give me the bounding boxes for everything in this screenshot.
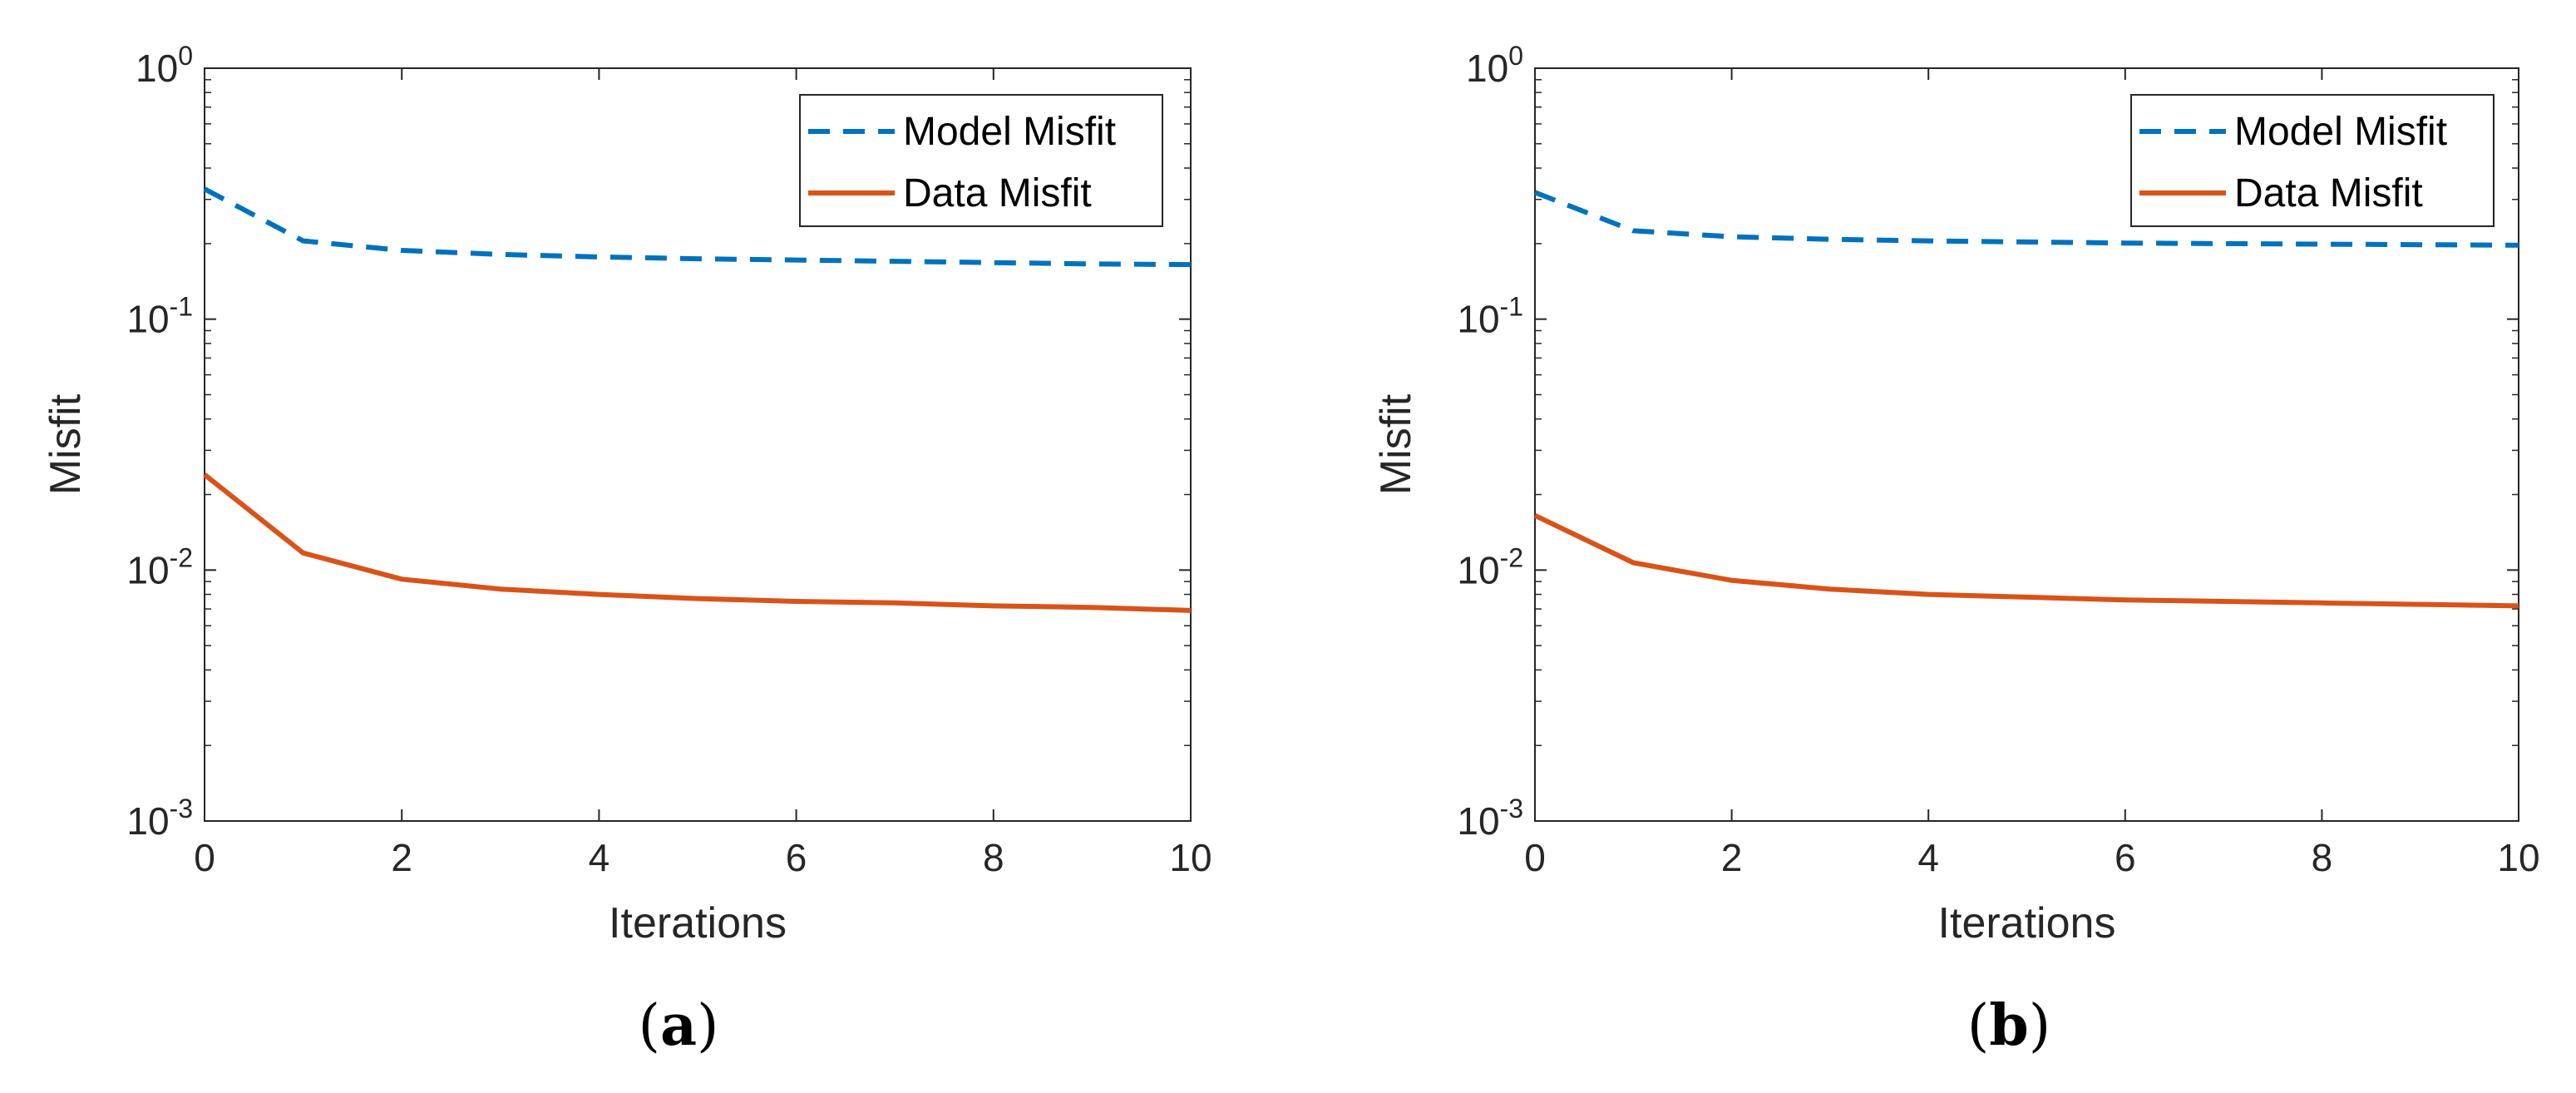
y-tick-base: 10 bbox=[136, 47, 178, 90]
y-tick-base: 10 bbox=[126, 298, 169, 341]
y-tick-exponent: -3 bbox=[1500, 794, 1523, 823]
y-tick-base: 10 bbox=[1466, 47, 1508, 90]
y-tick-exponent: 0 bbox=[1508, 41, 1523, 71]
y-tick-label: 10-2 bbox=[126, 542, 193, 591]
x-tick-label: 8 bbox=[983, 836, 1004, 879]
caption-close-paren: ) bbox=[2029, 993, 2051, 1059]
x-tick-label: 2 bbox=[391, 836, 412, 879]
series-line-data-misfit bbox=[203, 472, 1192, 613]
x-tick-label: 0 bbox=[1524, 836, 1546, 879]
legend: Model Misfit Data Misfit bbox=[2130, 94, 2495, 227]
x-axis-label: Iterations bbox=[1938, 899, 2116, 947]
y-tick-exponent: -1 bbox=[170, 292, 193, 322]
y-tick-base: 10 bbox=[126, 799, 169, 843]
x-tick-label: 0 bbox=[194, 836, 215, 879]
legend-label: Data Misfit bbox=[2234, 171, 2423, 215]
series-line-data-misfit bbox=[1533, 512, 2519, 609]
y-tick-exponent: -2 bbox=[170, 542, 193, 572]
y-tick-base: 10 bbox=[1457, 799, 1499, 843]
y-tick-label: 10-1 bbox=[126, 292, 193, 341]
x-tick-label: 2 bbox=[1721, 836, 1743, 879]
y-tick-base: 10 bbox=[1457, 548, 1499, 591]
x-tick-label: 10 bbox=[2497, 836, 2539, 879]
chart-panel-b: 0 2 4 6 8 1010010-110-210-3IterationsMisfitMo… bbox=[1372, 41, 2540, 1059]
y-tick-label: 10-3 bbox=[126, 794, 193, 843]
x-tick-label: 6 bbox=[786, 836, 807, 879]
y-tick-label: 100 bbox=[1466, 41, 1523, 90]
legend-box bbox=[799, 94, 1163, 227]
y-tick-label: 10-3 bbox=[1457, 794, 1523, 843]
y-tick-base: 10 bbox=[126, 548, 169, 591]
y-tick-exponent: -2 bbox=[1500, 542, 1523, 572]
legend-label: Model Misfit bbox=[2234, 110, 2447, 154]
caption-close-paren: ) bbox=[697, 993, 719, 1059]
x-tick-label: 6 bbox=[2115, 836, 2136, 879]
y-tick-label: 10-1 bbox=[1457, 292, 1523, 341]
y-axis-label: Misfit bbox=[42, 393, 90, 495]
x-tick-label: 10 bbox=[1169, 836, 1212, 879]
caption-letter: a bbox=[660, 992, 697, 1059]
y-axis-label: Misfit bbox=[1372, 393, 1420, 495]
y-tick-exponent: -3 bbox=[170, 794, 193, 823]
x-tick-label: 4 bbox=[1917, 836, 1939, 879]
y-tick-label: 100 bbox=[136, 41, 193, 90]
caption-open-paren: ( bbox=[638, 993, 660, 1059]
x-axis-label: Iterations bbox=[609, 899, 787, 947]
panel-caption: (a) bbox=[638, 992, 718, 1059]
y-tick-label: 10-2 bbox=[1457, 542, 1523, 591]
y-tick-exponent: 0 bbox=[178, 41, 193, 71]
legend: Model Misfit Data Misfit bbox=[799, 94, 1163, 227]
x-tick-label: 4 bbox=[589, 836, 610, 879]
y-tick-exponent: -1 bbox=[1500, 292, 1523, 322]
legend-label: Data Misfit bbox=[903, 171, 1092, 215]
legend-box bbox=[2130, 94, 2495, 227]
caption-letter: b bbox=[1989, 992, 2029, 1059]
legend-label: Model Misfit bbox=[903, 110, 1116, 154]
y-tick-base: 10 bbox=[1457, 298, 1499, 341]
chart-panel-a: 0 2 4 6 8 1010010-110-210-3IterationsMisfitMo… bbox=[42, 41, 1212, 1059]
series-line-model-misfit bbox=[203, 186, 1192, 268]
caption-open-paren: ( bbox=[1967, 993, 1990, 1059]
series-line-model-misfit bbox=[1533, 190, 2519, 248]
panel-caption: (b) bbox=[1967, 992, 2051, 1059]
x-tick-label: 8 bbox=[2312, 836, 2333, 879]
